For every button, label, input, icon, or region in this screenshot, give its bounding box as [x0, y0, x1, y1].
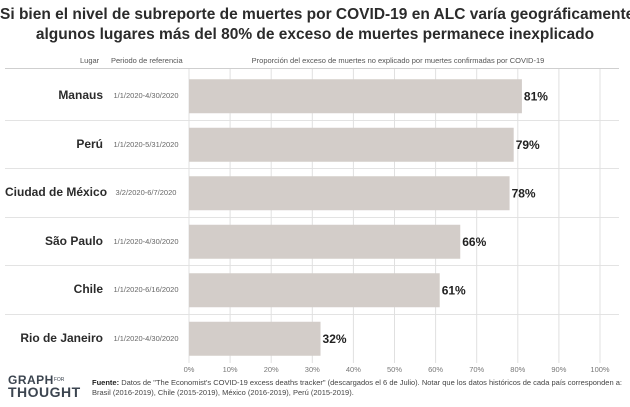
- place-label: Rio de Janeiro: [20, 330, 103, 345]
- x-tick-label-3: 30%: [305, 365, 320, 374]
- title-line-1: Si bien el nivel de subreporte de muerte…: [0, 6, 630, 23]
- bar-4: [189, 273, 440, 308]
- bar-value-label-1: 79%: [516, 138, 540, 152]
- header-lugar: Lugar: [80, 56, 100, 65]
- title-line-2: algunos lugares más del 80% de exceso de…: [35, 26, 595, 43]
- bar-2: [189, 176, 510, 211]
- place-label: Chile: [73, 282, 103, 297]
- bar-value-label-2: 78%: [512, 186, 536, 200]
- bar-value-label-3: 66%: [462, 235, 486, 249]
- place-label: Ciudad de México: [5, 185, 108, 200]
- graph-for-thought-logo: GRAPHFOR THOUGHT: [8, 374, 88, 404]
- bar-0: [189, 79, 522, 114]
- x-tick-label-5: 50%: [387, 365, 402, 374]
- bar-value-label-4: 61%: [442, 283, 466, 297]
- place-label: São Paulo: [44, 233, 103, 248]
- bar-value-label-0: 81%: [524, 89, 548, 103]
- bar-1: [189, 127, 514, 162]
- period-label: 1/1/2020-4/30/2020: [113, 91, 179, 101]
- period-label: 1/1/2020-6/16/2020: [113, 285, 179, 295]
- chart-title: Si bien el nivel de subreporte de muerte…: [0, 5, 630, 45]
- period-label: 3/2/2020-6/7/2020: [115, 188, 177, 198]
- logo-text-graph: GRAPH: [8, 373, 54, 387]
- place-label: Manaus: [58, 88, 103, 103]
- bar-value-label-5: 32%: [323, 332, 347, 346]
- x-tick-label-0: 0%: [184, 365, 195, 374]
- bar-5: [189, 321, 321, 356]
- header-periodo: Periodo de referencia: [111, 56, 183, 65]
- x-tick-label-1: 10%: [223, 365, 238, 374]
- x-tick-label-8: 80%: [510, 365, 525, 374]
- header-axis-title: Proporción del exceso de muertes no expl…: [251, 56, 545, 65]
- source-text: Datos de "The Economist's COVID-19 exces…: [92, 378, 622, 397]
- x-tick-label-10: 100%: [590, 365, 610, 374]
- source-label: Fuente:: [92, 378, 120, 387]
- logo-text-for: FOR: [53, 377, 65, 383]
- x-tick-label-6: 60%: [428, 365, 443, 374]
- source-note: Fuente: Datos de "The Economist's COVID-…: [92, 378, 622, 398]
- bar-3: [189, 224, 461, 259]
- x-tick-label-9: 90%: [551, 365, 566, 374]
- header-rule: [5, 68, 619, 69]
- x-tick-label-4: 40%: [346, 365, 361, 374]
- period-label: 1/1/2020-4/30/2020: [113, 236, 179, 246]
- x-tick-label-2: 20%: [264, 365, 279, 374]
- x-tick-label-7: 70%: [469, 365, 484, 374]
- period-label: 1/1/2020-4/30/2020: [113, 333, 179, 343]
- place-label: Perú: [76, 136, 103, 151]
- logo-text-thought: THOUGHT: [8, 384, 81, 400]
- period-label: 1/1/2020-5/31/2020: [113, 139, 179, 149]
